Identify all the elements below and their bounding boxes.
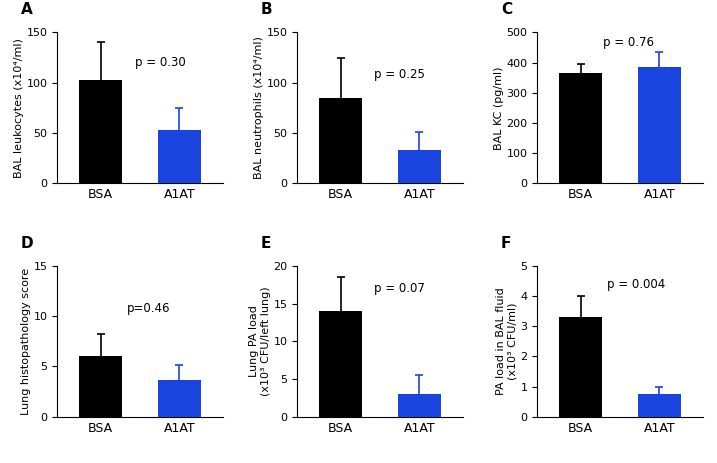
Text: F: F (500, 236, 511, 251)
Y-axis label: PA load in BAL fluid
(x10³ CFU/ml): PA load in BAL fluid (x10³ CFU/ml) (496, 288, 518, 395)
Y-axis label: Lung PA load
(x10³ CFU/left lung): Lung PA load (x10³ CFU/left lung) (249, 287, 270, 396)
Text: p = 0.07: p = 0.07 (374, 282, 425, 295)
Text: E: E (261, 236, 271, 251)
Bar (319, 98, 362, 183)
Text: p = 0.76: p = 0.76 (603, 37, 654, 50)
Text: A: A (21, 2, 33, 17)
Text: C: C (500, 2, 512, 17)
Bar (158, 380, 201, 417)
Bar (559, 73, 602, 183)
Y-axis label: BAL KC (pg/ml): BAL KC (pg/ml) (493, 66, 503, 150)
Bar (319, 311, 362, 417)
Bar (637, 67, 681, 183)
Bar (79, 357, 123, 417)
Bar (79, 80, 123, 183)
Text: p = 0.004: p = 0.004 (607, 278, 665, 291)
Bar (158, 130, 201, 183)
Bar (559, 317, 602, 417)
Text: D: D (21, 236, 34, 251)
Y-axis label: BAL leukocytes (x10⁴/ml): BAL leukocytes (x10⁴/ml) (14, 38, 24, 178)
Y-axis label: Lung histopathology score: Lung histopathology score (21, 268, 31, 415)
Text: p = 0.30: p = 0.30 (135, 56, 185, 69)
Y-axis label: BAL neutrophils (x10⁴/ml): BAL neutrophils (x10⁴/ml) (254, 36, 264, 179)
Text: p=0.46: p=0.46 (127, 302, 170, 315)
Text: B: B (261, 2, 272, 17)
Bar (637, 394, 681, 417)
Text: p = 0.25: p = 0.25 (374, 68, 425, 81)
Bar (398, 394, 441, 417)
Bar (398, 150, 441, 183)
